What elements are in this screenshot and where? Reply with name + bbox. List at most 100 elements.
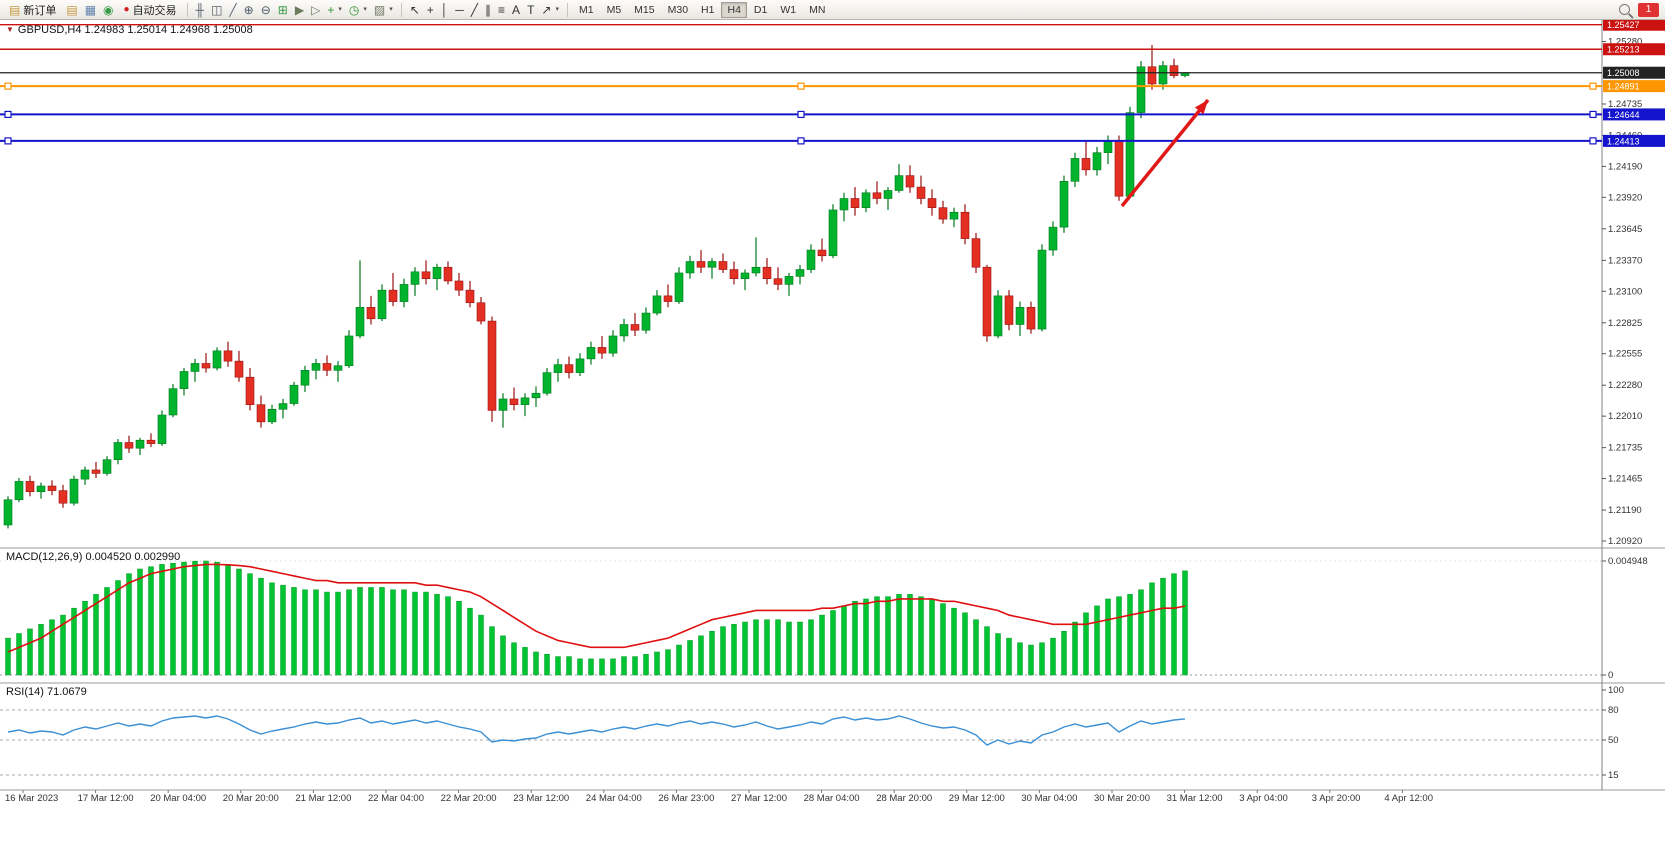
macd-bar <box>500 635 506 676</box>
candle-down <box>938 207 948 220</box>
macd-bar <box>49 619 55 676</box>
macd-bar <box>401 589 407 676</box>
timeframe-button-m5[interactable]: M5 <box>601 2 628 18</box>
line-chart-icon-button[interactable]: ╱ <box>226 1 239 18</box>
search-icon[interactable] <box>1619 4 1630 15</box>
candle-down <box>696 261 706 268</box>
chart-shift-icon-button[interactable]: ▷ <box>308 1 323 18</box>
macd-bar <box>973 619 979 676</box>
hline-handle[interactable] <box>1589 110 1597 119</box>
hline-handle[interactable] <box>797 137 805 145</box>
macd-bar <box>1160 577 1166 676</box>
macd-bar <box>412 591 418 676</box>
periods-icon-button[interactable]: ◷ ▾ <box>346 1 370 18</box>
dropdown-caret-icon: ▾ <box>389 6 393 13</box>
auto-scroll-icon-button[interactable]: ▶ <box>292 1 307 18</box>
candle-down <box>146 439 156 444</box>
autotrading-button[interactable]: ● 自动交易 <box>119 1 182 18</box>
candlestick-chart-icon-button[interactable]: ◫ <box>208 1 225 18</box>
candle-up <box>3 499 13 526</box>
crosshair-icon-button[interactable]: + <box>424 1 437 18</box>
macd-bar <box>863 598 869 676</box>
notification-badge[interactable]: 1 <box>1638 2 1659 17</box>
time-label: 3 Apr 20:00 <box>1312 793 1361 804</box>
timeframe-button-d1[interactable]: D1 <box>748 2 773 18</box>
hline-handle[interactable] <box>4 110 12 119</box>
label-icon-button[interactable]: T <box>524 1 537 18</box>
time-label: 28 Mar 04:00 <box>804 793 860 804</box>
candle-down <box>850 198 860 208</box>
macd-bar <box>1028 644 1034 676</box>
hline-handle[interactable] <box>4 137 12 145</box>
channel-icon-button[interactable]: ∥ <box>482 1 494 18</box>
bar-chart-icon-button[interactable]: ╫ <box>193 1 208 18</box>
timeframe-button-h4[interactable]: H4 <box>721 1 747 18</box>
candle-up <box>179 371 189 389</box>
macd-bar <box>621 656 627 676</box>
macd-bar <box>555 656 561 676</box>
candle-down <box>982 266 992 337</box>
cursor-icon-button[interactable]: ↖ <box>407 1 423 18</box>
candle-up <box>949 211 959 220</box>
macd-bar <box>654 651 660 676</box>
arrows-icon-button[interactable]: ↗ ▾ <box>538 1 562 18</box>
hline-handle[interactable] <box>4 82 12 90</box>
timeframe-button-h1[interactable]: H1 <box>695 2 720 18</box>
macd-bar <box>852 601 858 676</box>
trade-ticket-icon-button[interactable]: ▤ <box>63 1 80 18</box>
fibonacci-icon-button[interactable]: ≡ <box>495 1 508 18</box>
new-order-button[interactable]: ▤ 新订单 <box>4 1 61 18</box>
macd-bar <box>82 601 88 676</box>
candle-down <box>465 289 475 304</box>
timeframe-button-m30[interactable]: M30 <box>662 2 694 18</box>
candlestick-chart-icon: ◫ <box>211 2 223 17</box>
price-tick-label: 1.21735 <box>1608 443 1642 454</box>
zoom-in-icon-button[interactable]: ⊕ <box>241 1 257 18</box>
bar-chart-icon: ╫ <box>195 2 205 17</box>
price-badge-label: 1.25008 <box>1607 68 1640 78</box>
horizontal-line-icon: ─ <box>455 2 464 17</box>
candle-down <box>234 360 244 378</box>
candle-up <box>575 358 585 373</box>
candle-up <box>1015 307 1025 325</box>
indicators-icon-button[interactable]: + ▾ <box>324 1 345 18</box>
templates-icon-button[interactable]: ▨ ▾ <box>371 1 396 18</box>
hline-handle[interactable] <box>1589 82 1597 90</box>
trend-arrow[interactable] <box>1120 98 1210 208</box>
timeframe-button-mn[interactable]: MN <box>803 2 831 18</box>
vertical-line-icon: │ <box>440 2 449 17</box>
trendline-icon-button[interactable]: ╱ <box>468 1 481 18</box>
macd-bar <box>159 564 165 676</box>
candle-up <box>531 392 541 399</box>
macd-bar <box>269 582 275 676</box>
macd-bar <box>709 630 715 676</box>
candle-up <box>1136 66 1146 113</box>
market-watch-icon-button[interactable]: ▦ <box>82 1 99 18</box>
candle-up <box>1037 249 1047 330</box>
macd-bar <box>335 591 341 676</box>
hline-handle[interactable] <box>797 82 805 90</box>
navigator-icon-button[interactable]: ◉ <box>100 1 116 18</box>
macd-bar <box>665 649 671 676</box>
candle-down <box>597 347 607 354</box>
timeframe-button-w1[interactable]: W1 <box>774 2 802 18</box>
templates-icon: ▨ <box>373 2 386 17</box>
candle-down <box>630 324 640 331</box>
macd-bar <box>423 591 429 676</box>
vertical-line-icon-button[interactable]: │ <box>438 1 452 18</box>
hline-handle[interactable] <box>1589 137 1597 145</box>
tile-windows-icon-button[interactable]: ⊞ <box>275 1 291 18</box>
horizontal-line-icon-button[interactable]: ─ <box>452 1 467 18</box>
timeframe-button-m1[interactable]: M1 <box>573 2 600 18</box>
timeframe-button-m15[interactable]: M15 <box>628 2 660 18</box>
time-label: 29 Mar 12:00 <box>949 793 1005 804</box>
time-label: 17 Mar 12:00 <box>78 793 134 804</box>
candle-down <box>322 363 332 371</box>
macd-bar <box>1061 630 1067 676</box>
zoom-out-icon-button[interactable]: ⊖ <box>258 1 274 18</box>
text-icon-button[interactable]: A <box>509 1 523 18</box>
hline-handle[interactable] <box>797 110 805 119</box>
candle-down <box>58 490 68 504</box>
time-label: 20 Mar 20:00 <box>223 793 279 804</box>
